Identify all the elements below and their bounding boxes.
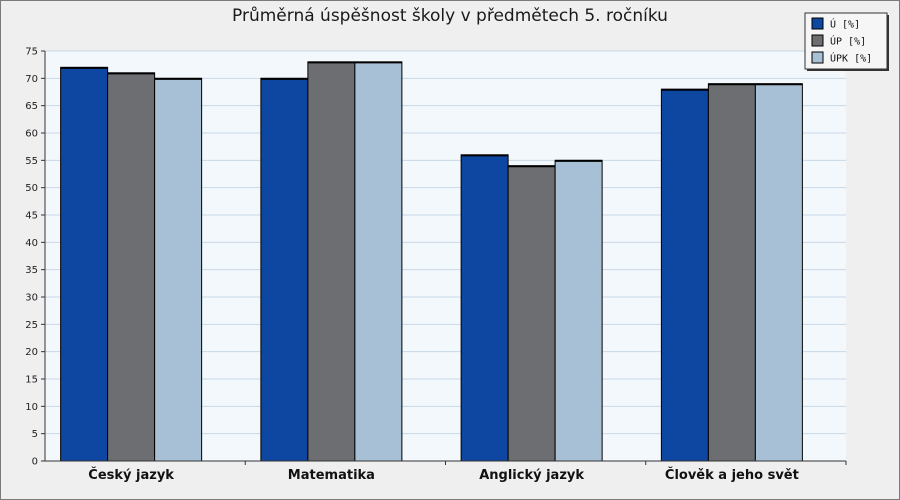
bar	[60, 66, 109, 462]
y-tick-label: 35	[25, 265, 38, 276]
legend-swatch	[811, 51, 824, 64]
bars	[60, 61, 803, 462]
legend-swatch	[811, 17, 824, 30]
bar	[554, 159, 603, 462]
bar	[754, 83, 803, 462]
legend-swatch	[811, 34, 824, 47]
bar	[307, 61, 356, 462]
legend-label: Ú [%]	[830, 18, 860, 31]
y-tick-label: 60	[25, 129, 38, 140]
bar	[660, 88, 709, 462]
x-tick-label: Člověk a jeho svět	[665, 467, 799, 483]
y-tick-label: 5	[32, 429, 38, 440]
bar	[154, 77, 203, 462]
y-tick-label: 20	[25, 347, 38, 358]
legend-label: ÚP [%]	[830, 35, 866, 48]
bar	[507, 165, 556, 462]
x-tick-label: Český jazyk	[88, 467, 174, 483]
x-tick-label: Matematika	[288, 468, 375, 483]
y-tick-label: 50	[25, 183, 38, 194]
y-tick-label: 25	[25, 320, 38, 331]
y-tick-label: 70	[25, 74, 38, 85]
axes: 0 5 10 15 20 25 30 35 40 45 50 55 60 65 70 75 Český jazy…	[25, 47, 847, 483]
y-tick-label: 0	[32, 457, 38, 468]
x-tick-label: Anglický jazyk	[479, 468, 584, 483]
y-tick-label: 40	[25, 238, 38, 249]
legend-label: ÚPK [%]	[830, 52, 872, 65]
y-tick-label: 30	[25, 293, 38, 304]
bar	[107, 72, 156, 462]
bar	[260, 77, 309, 462]
y-tick-label: 45	[25, 211, 38, 222]
y-tick-label: 65	[25, 101, 38, 112]
chart-title: Průměrná úspěšnost školy v předmětech 5.…	[232, 6, 668, 26]
y-tick-label: 15	[25, 375, 38, 386]
bar	[354, 61, 403, 462]
bar	[460, 154, 509, 462]
y-tick-label: 55	[25, 156, 38, 167]
y-tick-label: 75	[25, 47, 38, 58]
bar	[707, 83, 756, 462]
legend: Ú [%] ÚP [%] ÚPK [%]	[804, 12, 889, 71]
y-tick-label: 10	[25, 402, 38, 413]
